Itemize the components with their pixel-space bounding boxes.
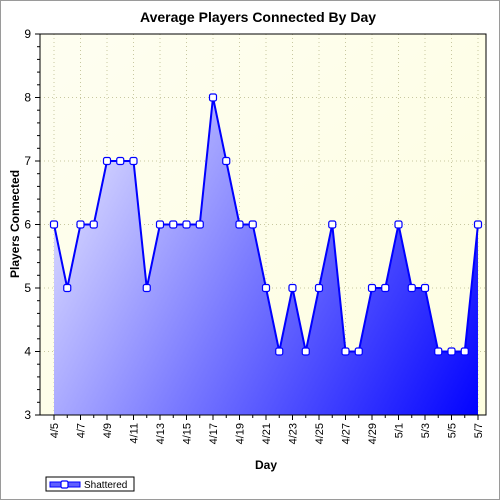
data-point-4/5	[49, 220, 59, 229]
x-tick-label: 5/1	[394, 423, 406, 438]
data-point-4/18	[222, 156, 231, 166]
data-point-5/4	[434, 347, 443, 356]
data-point-4/9	[102, 156, 112, 166]
data-point-4/11	[129, 156, 138, 166]
data-point-4/12	[142, 283, 151, 293]
data-point-4/7	[76, 220, 85, 229]
y-tick-label: 3	[24, 408, 31, 422]
y-tick-label: 4	[24, 345, 31, 359]
y-tick-label: 9	[24, 27, 31, 41]
data-point-5/7	[473, 220, 483, 229]
y-axis-ticks: 3 4 5 6 7 8 9	[24, 27, 40, 422]
data-point-5/6	[460, 347, 469, 356]
y-tick-label: 8	[24, 91, 31, 105]
data-point-5/2	[407, 283, 416, 293]
x-tick-label: 4/7	[76, 423, 88, 438]
x-tick-label: 4/19	[235, 423, 247, 444]
data-point-4/10	[116, 156, 125, 166]
x-tick-label: 4/25	[314, 423, 326, 444]
x-tick-label: 4/21	[261, 423, 273, 444]
data-point-4/20	[248, 220, 257, 229]
y-tick-label: 6	[24, 218, 31, 232]
data-point-4/13	[155, 220, 165, 229]
data-point-5/5	[447, 347, 456, 356]
x-tick-label: 4/27	[341, 423, 353, 444]
data-point-4/23	[288, 283, 297, 293]
x-tick-label: 4/15	[182, 423, 194, 444]
x-tick-label: 4/11	[129, 423, 141, 444]
x-tick-label: 4/29	[367, 423, 379, 444]
data-point-4/30	[381, 283, 390, 293]
x-tick-label: 4/13	[155, 423, 167, 444]
data-point-4/25	[314, 283, 324, 293]
series-markers	[49, 93, 483, 356]
data-point-4/29	[367, 283, 377, 293]
data-point-4/15	[182, 220, 191, 229]
x-tick-label: 4/9	[102, 423, 114, 438]
x-tick-label: 5/7	[473, 423, 485, 438]
data-point-4/19	[235, 220, 244, 229]
data-point-4/27	[341, 347, 350, 356]
series-area-shattered	[54, 97, 478, 415]
data-point-4/22	[275, 347, 284, 356]
data-point-4/17	[208, 93, 218, 102]
data-point-4/16	[195, 220, 204, 229]
data-point-4/8	[89, 220, 98, 229]
data-point-4/14	[169, 220, 178, 229]
data-point-4/26	[328, 220, 337, 229]
data-point-4/28	[354, 347, 363, 356]
chart-title: Average Players Connected By Day	[140, 9, 376, 25]
x-tick-label: 4/5	[49, 423, 61, 438]
y-axis-label: Players Connected	[8, 170, 22, 278]
x-tick-label: 4/17	[208, 423, 220, 444]
x-axis-ticks: 4/5 4/7 4/9 4/11 4/13 4/15 4/17 4/19 4/21 4/23 4/2…	[49, 415, 485, 444]
legend: Shattered	[45, 476, 135, 492]
x-tick-label: 5/3	[420, 423, 432, 438]
legend-marker	[60, 480, 69, 489]
x-tick-label: 4/23	[288, 423, 300, 444]
data-point-5/1	[394, 220, 403, 229]
data-point-5/3	[420, 283, 430, 293]
data-point-4/24	[301, 347, 310, 356]
x-axis-label: Day	[255, 458, 277, 472]
data-point-4/21	[261, 283, 271, 293]
data-point-4/6	[63, 283, 72, 293]
x-tick-label: 5/5	[447, 423, 459, 438]
y-tick-label: 7	[24, 154, 31, 168]
legend-label: Shattered	[84, 480, 127, 491]
y-tick-label: 5	[24, 281, 31, 295]
